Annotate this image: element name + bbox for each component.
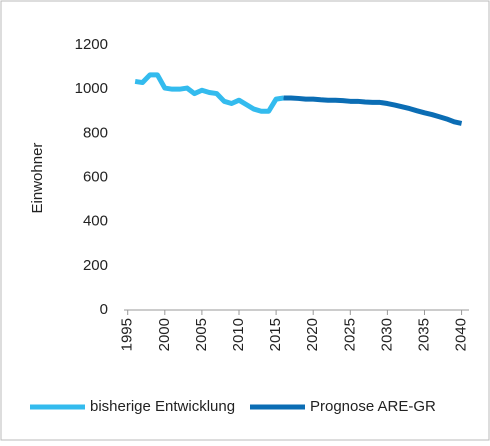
x-tick-label: 2020 xyxy=(304,318,321,351)
y-axis-label: Einwohner xyxy=(29,143,46,214)
y-tick-label: 1000 xyxy=(75,80,108,97)
y-tick-label: 600 xyxy=(83,168,108,185)
y-tick-label: 400 xyxy=(83,213,108,230)
legend-label: Prognose ARE-GR xyxy=(310,398,436,415)
y-tick-label: 200 xyxy=(83,257,108,274)
x-tick-label: 2000 xyxy=(156,318,173,351)
x-tick-label: 2005 xyxy=(193,318,210,351)
x-tick-label: 2010 xyxy=(230,318,247,351)
x-tick-label: 2035 xyxy=(415,318,432,351)
x-tick-label: 2030 xyxy=(378,318,395,351)
x-tick-label: 2040 xyxy=(453,318,470,351)
y-tick-label: 800 xyxy=(83,124,108,141)
legend-label: bisherige Entwicklung xyxy=(90,398,235,415)
y-tick-label: 1200 xyxy=(75,36,108,53)
y-tick-label: 0 xyxy=(100,301,108,318)
x-tick-label: 2025 xyxy=(341,318,358,351)
line xyxy=(134,72,284,114)
x-tick-label: 2015 xyxy=(267,318,284,351)
x-tick-label: 1995 xyxy=(119,318,136,351)
line xyxy=(283,95,463,126)
